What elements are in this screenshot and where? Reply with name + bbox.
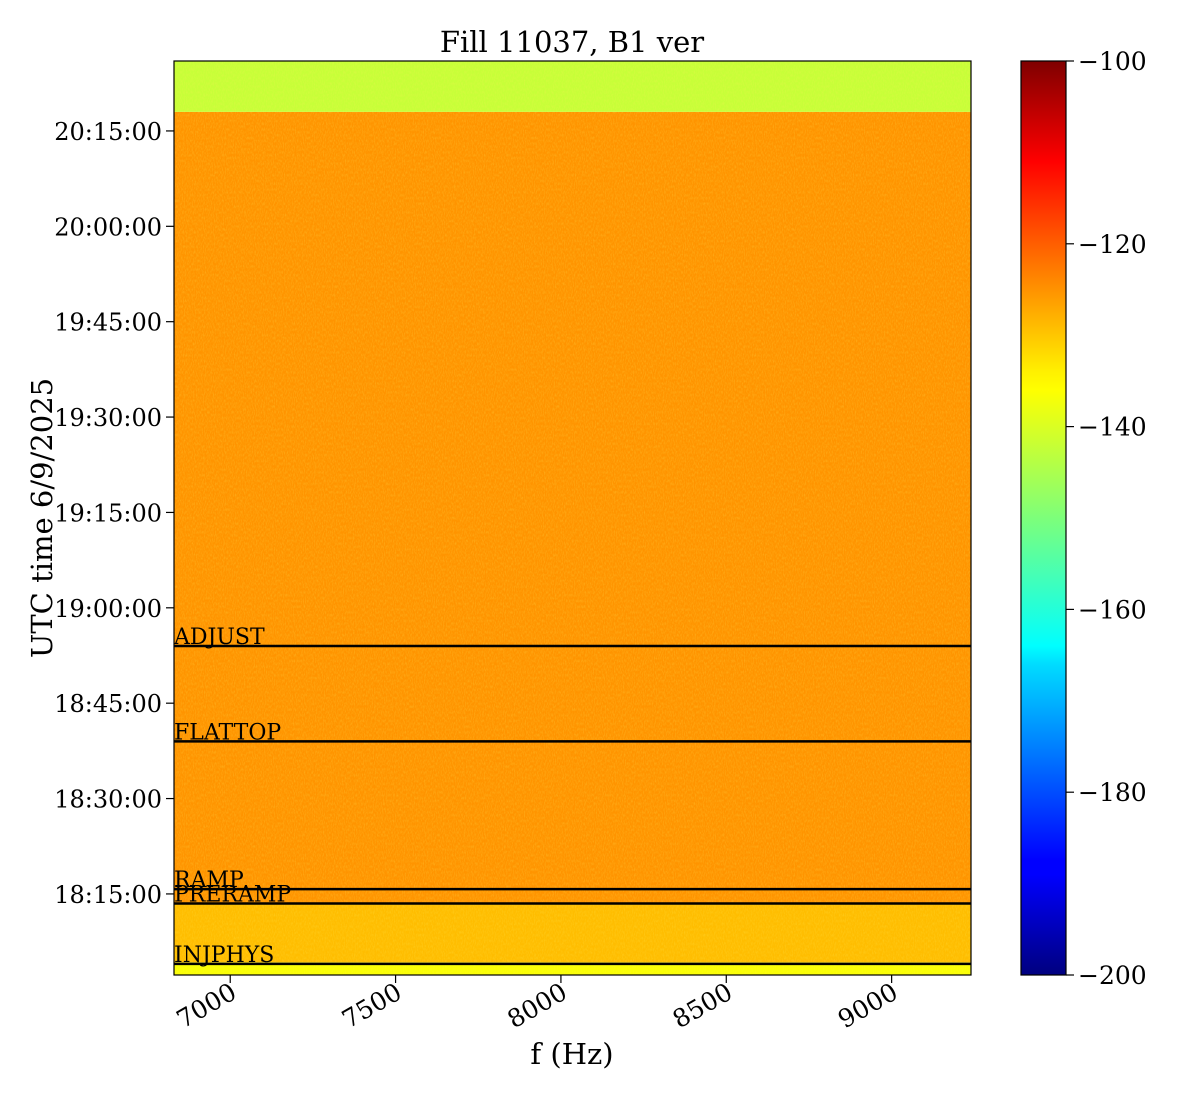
y-tick-label: 19:30:00 (54, 404, 162, 432)
phase-marker-label: RAMP (174, 868, 244, 893)
x-tick-label: 8500 (668, 977, 738, 1034)
y-tick-label: 19:00:00 (54, 595, 162, 623)
colorbar-tick-label: −200 (1078, 961, 1147, 990)
y-axis-label: UTC time 6/9/2025 (25, 378, 59, 658)
x-tick-label: 9000 (833, 977, 903, 1034)
y-tick-label: 18:15:00 (54, 881, 162, 909)
y-tick-label: 19:45:00 (54, 309, 162, 337)
noise-texture (174, 61, 971, 975)
x-tick-label: 8000 (502, 977, 572, 1034)
phase-marker-label: ADJUST (173, 625, 265, 650)
colorbar-tick-label: −100 (1078, 47, 1147, 76)
x-axis-label: f (Hz) (530, 1037, 613, 1071)
plot-area (174, 61, 971, 975)
colorbar-tick-label: −140 (1078, 413, 1147, 442)
chart-title: Fill 11037, B1 ver (440, 25, 704, 59)
y-tick-label: 18:30:00 (54, 786, 162, 814)
phase-marker-label: FLATTOP (174, 720, 281, 745)
y-tick-label: 20:15:00 (54, 118, 162, 146)
colorbar-tick-label: −120 (1078, 230, 1147, 259)
colorbar-tick-label: −180 (1078, 778, 1147, 807)
y-tick-label: 19:15:00 (54, 499, 162, 527)
colorbar-tick-label: −160 (1078, 595, 1147, 624)
colorbar (1020, 60, 1067, 976)
x-tick-label: 7500 (337, 977, 407, 1034)
phase-marker-label: INJPHYS (174, 943, 274, 968)
plot-frame (173, 60, 972, 976)
phase-marker-label: PRERAMP (174, 882, 291, 907)
y-tick-label: 18:45:00 (54, 690, 162, 718)
x-tick-label: 7000 (172, 977, 242, 1034)
y-tick-label: 20:00:00 (54, 213, 162, 241)
